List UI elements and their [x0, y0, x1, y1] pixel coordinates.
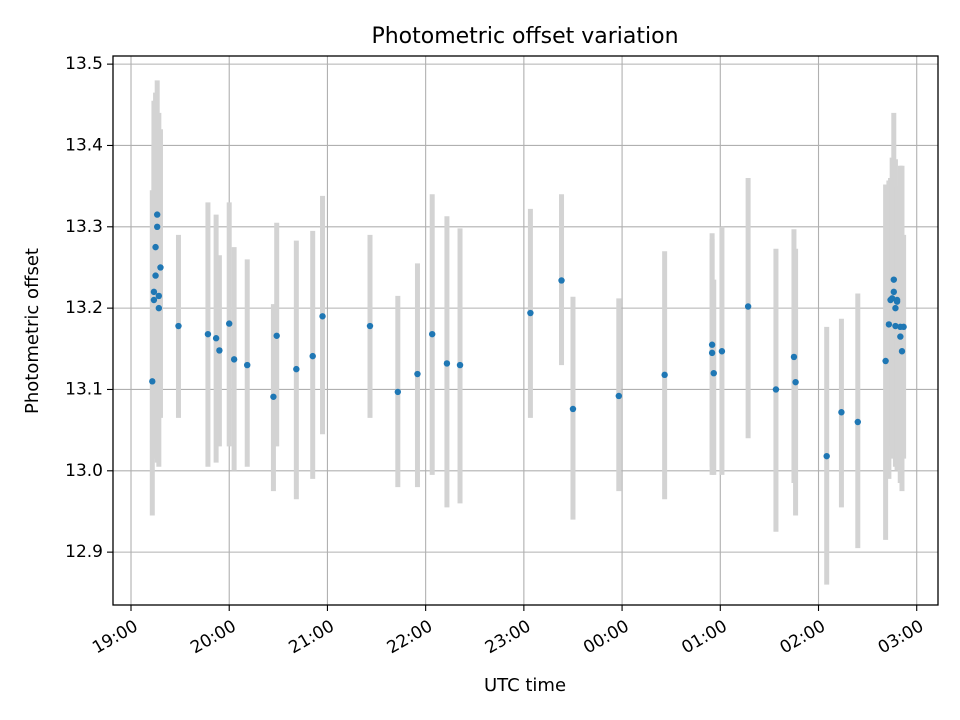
y-tick-label: 13.2 — [65, 298, 103, 318]
data-point — [661, 371, 668, 379]
data-point — [615, 392, 623, 400]
data-point — [890, 288, 898, 296]
y-tick-label: 13.3 — [65, 217, 103, 237]
y-tick-label: 13.5 — [65, 54, 103, 74]
data-point — [216, 347, 223, 354]
y-tick-label: 13.4 — [65, 135, 103, 155]
data-point — [212, 335, 220, 342]
data-point — [744, 303, 752, 310]
data-points — [149, 211, 907, 460]
y-axis-label: Photometric offset — [22, 248, 43, 414]
plot-area-frame — [112, 55, 939, 606]
data-point — [230, 356, 238, 363]
x-tick-label: 03:00 — [875, 616, 927, 658]
x-tick-label: 02:00 — [777, 616, 829, 658]
data-point — [293, 365, 300, 373]
data-point — [527, 309, 534, 317]
data-point — [153, 223, 161, 230]
data-point — [893, 296, 901, 304]
y-axis-ticks: 12.9 13.0 13.1 13.2 13.3 13.4 13.5 — [65, 54, 113, 562]
data-point — [882, 357, 889, 365]
data-point — [152, 243, 159, 251]
data-point — [428, 330, 436, 338]
data-point — [897, 333, 904, 340]
data-point — [226, 320, 233, 327]
data-point — [153, 211, 161, 218]
data-point — [708, 341, 716, 348]
data-point — [558, 277, 565, 284]
data-point — [888, 295, 896, 302]
data-point — [150, 296, 158, 304]
data-point — [149, 378, 156, 385]
data-point — [273, 332, 280, 339]
x-tick-label: 19:00 — [89, 616, 141, 658]
data-point — [366, 322, 374, 330]
data-point — [157, 264, 164, 271]
data-point — [309, 352, 316, 360]
data-point — [155, 292, 163, 300]
data-point — [710, 370, 717, 377]
y-tick-label: 13.1 — [65, 379, 103, 399]
data-point — [900, 323, 907, 331]
data-point — [838, 409, 845, 416]
data-point — [898, 348, 906, 355]
data-point — [854, 418, 861, 426]
data-point — [155, 304, 163, 312]
data-point — [456, 361, 464, 369]
x-tick-label: 20:00 — [187, 616, 239, 658]
data-point — [892, 304, 899, 312]
data-point — [885, 321, 893, 328]
data-point — [718, 348, 726, 355]
y-tick-label: 12.9 — [65, 542, 103, 562]
y-tick-label: 13.0 — [65, 461, 103, 481]
data-point — [204, 330, 212, 338]
data-point — [708, 349, 716, 357]
x-tick-label: 01:00 — [678, 616, 730, 658]
data-point — [772, 386, 780, 393]
data-point — [244, 361, 251, 369]
chart-title: Photometric offset variation — [371, 24, 678, 49]
x-tick-label: 21:00 — [285, 616, 337, 658]
data-point — [319, 313, 326, 320]
x-tick-label: 23:00 — [482, 616, 534, 658]
data-point — [175, 322, 182, 330]
data-point — [394, 388, 402, 396]
x-axis-ticks: 19:00 20:00 21:00 22:00 23:00 00:00 01:00 02:00… — [89, 605, 927, 658]
data-point — [892, 322, 899, 330]
data-point — [569, 405, 577, 413]
data-point — [414, 370, 421, 378]
data-point — [270, 393, 277, 400]
x-axis-label: UTC time — [484, 675, 566, 696]
grid — [113, 56, 938, 605]
x-tick-label: 00:00 — [580, 616, 632, 658]
data-point — [443, 360, 451, 367]
data-point — [890, 276, 898, 283]
data-point — [792, 378, 799, 386]
data-point — [150, 288, 158, 296]
x-tick-label: 22:00 — [384, 616, 436, 658]
data-point — [823, 452, 830, 460]
error-bars — [149, 80, 907, 585]
data-point — [790, 353, 798, 361]
data-point — [152, 272, 159, 279]
